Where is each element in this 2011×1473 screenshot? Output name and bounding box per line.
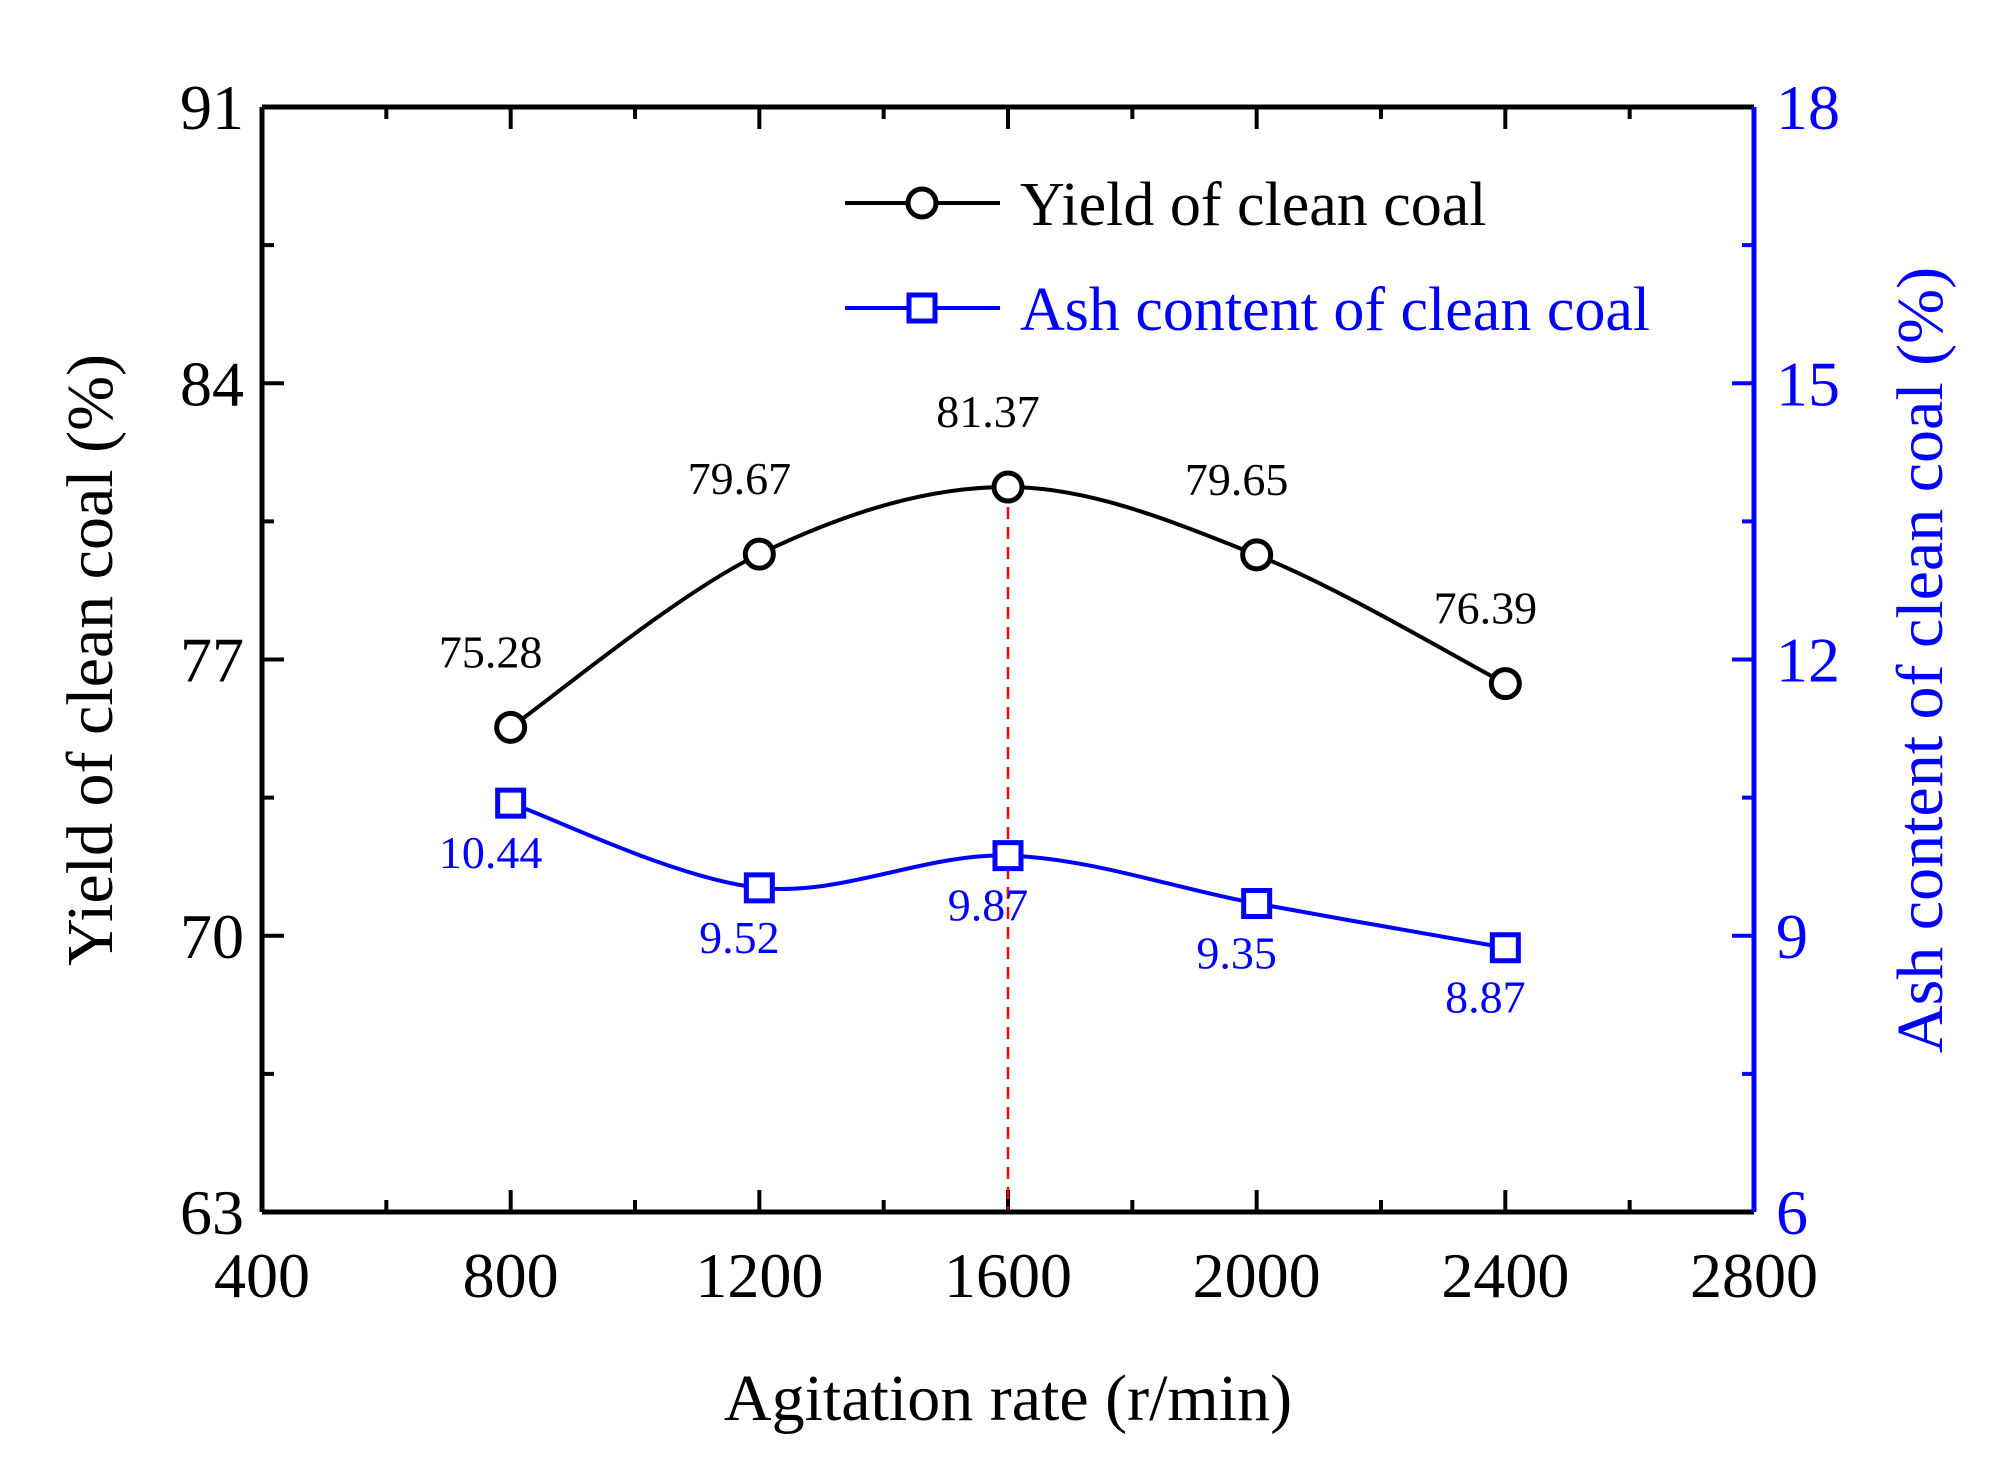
ash-point xyxy=(1489,932,1521,964)
axis-ticks: 400 800 1200 1600 2000 2400 2800 63 70 77 84 91 6 9 12… xyxy=(180,72,1840,1311)
y-tick-label: 84 xyxy=(180,348,244,419)
y2-tick-label: 18 xyxy=(1776,72,1840,143)
y2-tick-label: 6 xyxy=(1776,1177,1808,1248)
y-tick-label: 91 xyxy=(180,72,244,143)
yield-data-label: 76.39 xyxy=(1434,583,1538,634)
yield-point xyxy=(991,470,1025,504)
yield-point xyxy=(1488,667,1522,701)
yield-data-label: 81.37 xyxy=(936,386,1040,437)
legend-yield-circle-icon xyxy=(905,186,939,220)
yield-point xyxy=(494,710,528,744)
y-tick-label: 70 xyxy=(180,901,244,972)
ash-data-label: 8.87 xyxy=(1445,972,1526,1023)
legend: Yield of clean coal Ash content of clean… xyxy=(845,171,1650,344)
yield-data-label: 79.67 xyxy=(688,453,792,504)
ash-point xyxy=(743,872,775,904)
x-tick-label: 2400 xyxy=(1441,1240,1569,1311)
x-tick-label: 1600 xyxy=(944,1240,1072,1311)
y-axis-title: Yield of clean coal (%) xyxy=(54,354,127,966)
y-tick-label: 77 xyxy=(180,625,244,696)
legend-ash-square-icon xyxy=(906,292,938,324)
yield-point xyxy=(1240,538,1274,572)
legend-ash-label: Ash content of clean coal xyxy=(1020,276,1650,344)
ash-point xyxy=(1241,888,1273,920)
ash-data-label: 10.44 xyxy=(439,827,543,878)
yield-point xyxy=(742,537,776,571)
legend-entry-ash: Ash content of clean coal xyxy=(845,276,1650,344)
x-tick-label: 2800 xyxy=(1690,1240,1818,1311)
y2-tick-label: 9 xyxy=(1776,901,1808,972)
y2-tick-label: 15 xyxy=(1776,348,1840,419)
legend-entry-yield: Yield of clean coal xyxy=(845,171,1487,239)
legend-yield-label: Yield of clean coal xyxy=(1020,171,1487,239)
yield-data-label: 75.28 xyxy=(439,626,543,677)
ash-point xyxy=(992,840,1024,872)
x-tick-label: 400 xyxy=(214,1240,310,1311)
y2-axis-title: Ash content of clean coal (%) xyxy=(1884,267,1957,1053)
data-labels-group: 75.28 79.67 81.37 79.65 76.39 10.44 9.52 9.87 9.… xyxy=(439,386,1537,1023)
y2-tick-label: 12 xyxy=(1776,625,1840,696)
y-tick-label: 63 xyxy=(180,1177,244,1248)
ash-data-label: 9.35 xyxy=(1196,928,1277,979)
x-tick-label: 1200 xyxy=(695,1240,823,1311)
series-group xyxy=(494,470,1522,964)
x-tick-label: 2000 xyxy=(1193,1240,1321,1311)
ash-point xyxy=(495,787,527,819)
x-tick-label: 800 xyxy=(463,1240,559,1311)
x-axis-title: Agitation rate (r/min) xyxy=(724,1362,1292,1435)
ash-data-label: 9.52 xyxy=(699,912,780,963)
ash-data-label: 9.87 xyxy=(948,880,1029,931)
yield-data-label: 79.65 xyxy=(1185,454,1289,505)
